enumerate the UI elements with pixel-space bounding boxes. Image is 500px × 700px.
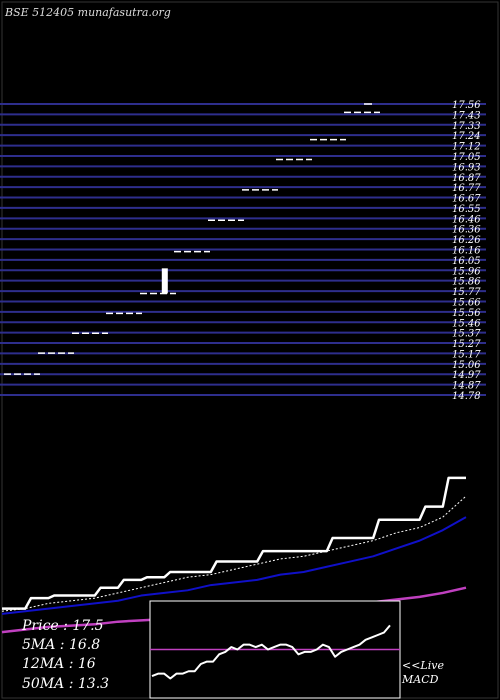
price-tick-label: 17.24 <box>452 131 481 142</box>
price-tick-label: 16.87 <box>452 173 481 184</box>
price-tick-label: 17.56 <box>452 100 481 111</box>
price-tick-label: 15.37 <box>452 329 481 340</box>
chart-title: BSE 512405 munafasutra.org <box>5 6 171 19</box>
ma5-stat: 5MA : 16.8 <box>22 637 101 653</box>
price-tick-label: 15.66 <box>452 297 481 308</box>
macd-panel <box>149 600 401 699</box>
price-tick-label: 16.05 <box>452 256 481 267</box>
price-tick-label: 17.12 <box>452 142 481 153</box>
macd-label-line2: MACD <box>402 673 439 686</box>
price-tick-label: 16.67 <box>452 194 481 205</box>
macd-series-line <box>151 624 391 680</box>
ma12-series-line <box>1 516 467 615</box>
price-tick-label: 14.87 <box>452 381 481 392</box>
price-tick-label: 14.78 <box>452 391 481 402</box>
price-tick-label: 17.33 <box>452 121 481 132</box>
price-tick-label: 15.27 <box>452 339 481 350</box>
price-tick-label: 15.06 <box>452 360 481 371</box>
ma5-series-line <box>1 495 467 612</box>
price-tick-label: 15.56 <box>452 308 481 319</box>
price-tick-label: 15.77 <box>452 287 481 298</box>
price-tick-label: 14.97 <box>452 370 481 381</box>
price-tick-label: 16.55 <box>452 204 481 215</box>
price-tick-label: 16.46 <box>452 214 481 225</box>
price-stat: Price : 17.5 <box>22 618 104 634</box>
price-levels <box>4 103 380 375</box>
price-tick-label: 17.43 <box>452 110 481 121</box>
price-tick-label: 15.17 <box>452 349 481 360</box>
price-tick-label: 15.86 <box>452 277 481 288</box>
ma12-stat: 12MA : 16 <box>22 656 96 672</box>
price-tick-label: 15.46 <box>452 318 481 329</box>
macd-label-line1: <<Live <box>402 659 444 672</box>
price-tick-label: 16.16 <box>452 246 481 257</box>
price-grid: 17.5617.4317.3317.2417.1217.0516.9316.87… <box>0 100 486 402</box>
price-tick-label: 16.93 <box>452 162 481 173</box>
price-series-line <box>2 476 466 610</box>
price-tick-label: 15.96 <box>452 266 481 277</box>
macd-label: <<Live MACD <box>402 659 444 687</box>
price-tick-label: 16.26 <box>452 235 481 246</box>
price-tick-label: 16.77 <box>452 183 481 194</box>
price-candle <box>161 268 168 294</box>
ma50-stat: 50MA : 13.3 <box>22 676 110 692</box>
price-tick-label: 17.05 <box>452 152 481 163</box>
price-tick-label: 16.36 <box>452 225 481 236</box>
